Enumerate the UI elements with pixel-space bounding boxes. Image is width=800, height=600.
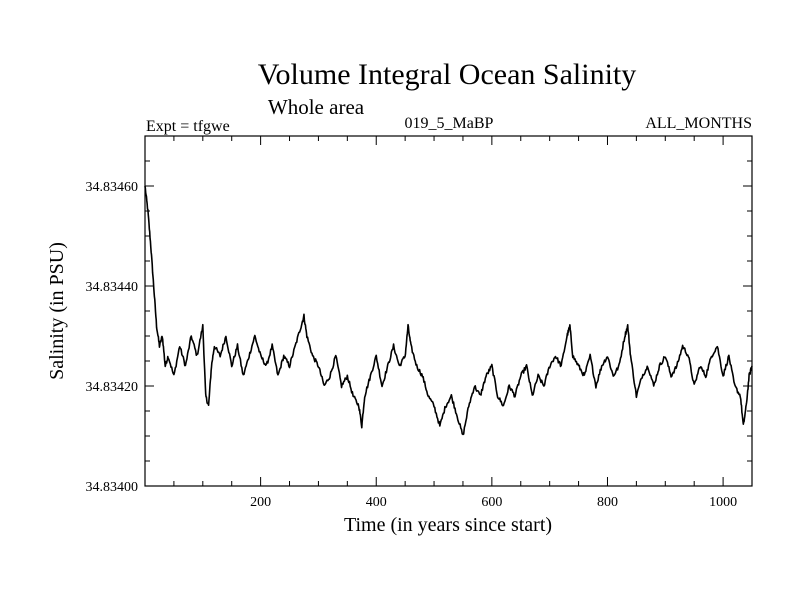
- x-tick-label: 800: [597, 495, 618, 510]
- axis-ticks: [145, 136, 752, 487]
- x-axis-label: Time (in years since start): [344, 514, 552, 536]
- y-tick-label: 34.83420: [86, 380, 139, 395]
- y-tick-labels: 34.83400 34.83420 34.83440 34.83460: [86, 180, 139, 495]
- series-line-salinity: [144, 185, 753, 436]
- y-tick-label: 34.83400: [86, 480, 139, 495]
- annotation-run-id: 019_5_MaBP: [405, 115, 494, 132]
- x-tick-label: 600: [481, 495, 502, 510]
- series-layer: [144, 185, 753, 436]
- y-tick-label: 34.83440: [86, 280, 139, 295]
- chart-title: Volume Integral Ocean Salinity: [258, 58, 637, 91]
- x-tick-label: 200: [250, 495, 271, 510]
- y-tick-label: 34.83460: [86, 180, 139, 195]
- annotation-experiment: Expt = tfgwe: [146, 118, 230, 135]
- y-axis-label: Salinity (in PSU): [46, 242, 68, 380]
- annotation-period: ALL_MONTHS: [645, 115, 752, 132]
- x-tick-label: 400: [366, 495, 387, 510]
- chart-subtitle: Whole area: [268, 95, 365, 119]
- x-tick-labels: 200 400 600 800 1000: [250, 495, 737, 510]
- x-tick-label: 1000: [709, 495, 737, 510]
- plot-frame: [144, 135, 753, 487]
